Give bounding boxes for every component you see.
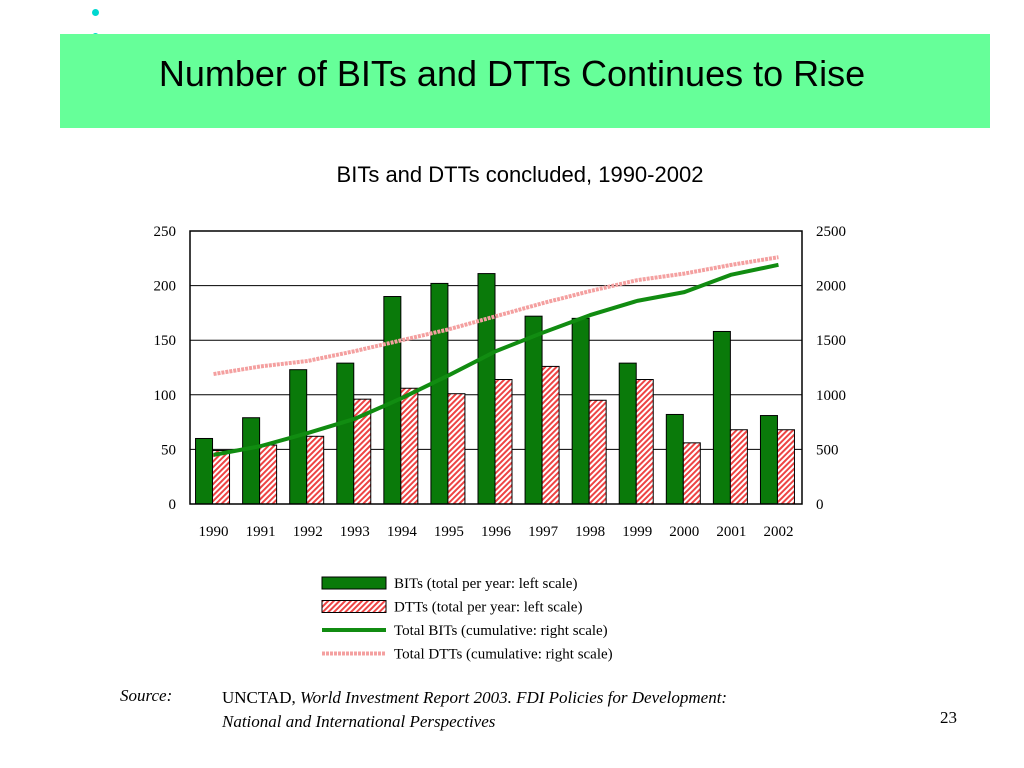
bullet-dot-1 <box>92 9 99 16</box>
slide-title: Number of BITs and DTTs Continues to Ris… <box>158 53 866 94</box>
legend-label: DTTs (total per year: left scale) <box>394 600 582 616</box>
bar <box>336 362 355 505</box>
bar <box>776 429 795 505</box>
bar <box>306 435 325 505</box>
x-tick-label: 1995 <box>434 524 464 540</box>
legend-swatch <box>321 600 387 613</box>
y-right-tick-label: 1500 <box>816 333 846 349</box>
bar <box>635 379 654 505</box>
y-right-tick-label: 2500 <box>816 224 846 240</box>
source-citation: UNCTAD, World Investment Report 2003. FD… <box>222 686 862 734</box>
bar <box>242 417 261 505</box>
x-tick-label: 2001 <box>716 524 746 540</box>
source-title-line2: National and International Perspectives <box>222 712 496 731</box>
source-publisher: UNCTAD <box>222 688 292 707</box>
bar <box>447 393 466 505</box>
bar <box>259 444 278 505</box>
bar <box>195 437 214 505</box>
bar <box>759 415 778 505</box>
y-right-tick-label: 0 <box>816 497 824 513</box>
y-left-tick-label: 0 <box>169 497 177 513</box>
bar <box>541 365 560 505</box>
y-right-tick-label: 500 <box>816 442 839 458</box>
x-tick-label: 1996 <box>481 524 512 540</box>
legend-label: BITs (total per year: left scale) <box>394 576 577 592</box>
bar <box>571 317 590 505</box>
plot-frame <box>189 230 803 505</box>
series-line <box>213 255 779 377</box>
bar <box>712 330 731 505</box>
title-banner <box>60 34 990 128</box>
x-tick-label: 1990 <box>199 524 229 540</box>
legend-swatch <box>321 576 387 590</box>
x-tick-label: 1997 <box>528 524 559 540</box>
legend-label: Total BITs (cumulative: right scale) <box>394 623 608 639</box>
x-tick-label: 1992 <box>293 524 323 540</box>
chart-title: BITs and DTTs concluded, 1990-2002 <box>336 162 704 187</box>
bar <box>430 282 449 505</box>
bar <box>400 387 419 505</box>
x-tick-label: 2000 <box>669 524 699 540</box>
y-left-tick-label: 100 <box>154 388 177 404</box>
source-separator: , <box>291 688 300 707</box>
y-right-tick-label: 1000 <box>816 388 846 404</box>
bar <box>524 315 543 505</box>
bar <box>588 399 607 505</box>
x-tick-label: 1998 <box>575 524 605 540</box>
page-number: 23 <box>940 708 957 727</box>
x-tick-label: 1999 <box>622 524 652 540</box>
bar <box>212 449 231 505</box>
bar <box>665 413 684 505</box>
y-right-tick-label: 2000 <box>816 279 846 295</box>
source-label: Source: <box>120 686 173 705</box>
y-left-tick-label: 150 <box>154 333 177 349</box>
source-title-line1: World Investment Report 2003. FDI Polici… <box>299 688 728 707</box>
bar <box>494 379 513 505</box>
y-left-tick-label: 200 <box>154 279 177 295</box>
bar <box>477 273 496 505</box>
bar <box>682 442 701 505</box>
y-left-tick-label: 50 <box>161 442 176 458</box>
series-line <box>213 262 779 457</box>
x-tick-label: 1994 <box>387 524 418 540</box>
bar <box>618 362 637 505</box>
x-tick-label: 2002 <box>763 524 793 540</box>
x-tick-label: 1991 <box>246 524 276 540</box>
bar <box>729 429 748 505</box>
y-left-tick-label: 250 <box>154 224 177 240</box>
x-tick-label: 1993 <box>340 524 370 540</box>
legend-label: Total DTTs (cumulative: right scale) <box>394 647 613 663</box>
